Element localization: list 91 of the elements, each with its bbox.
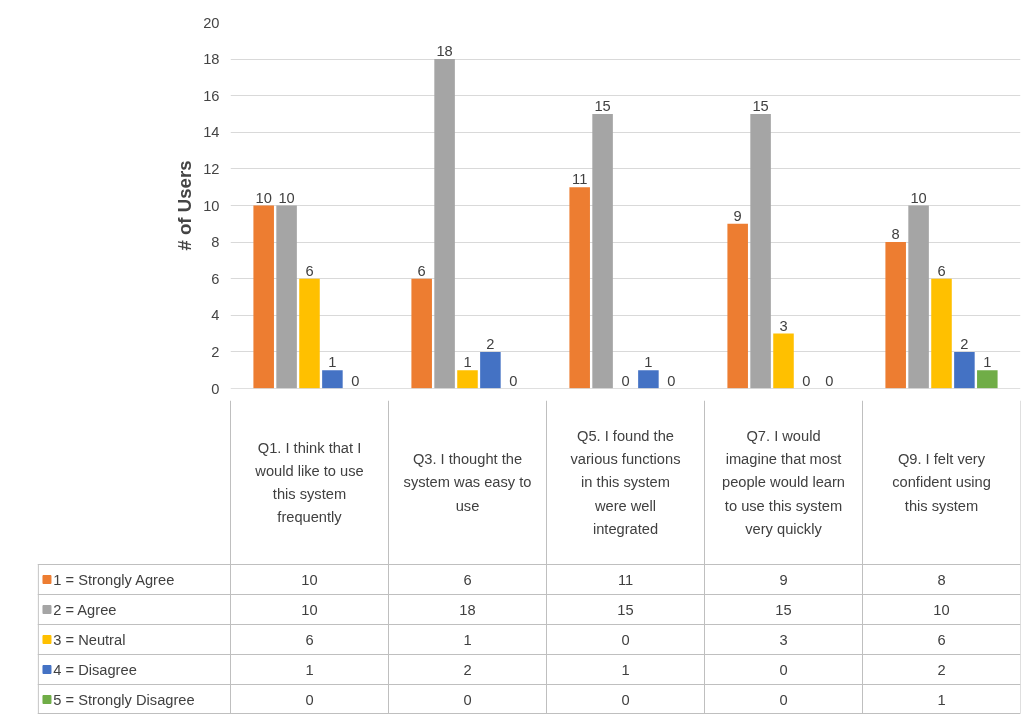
- text: 1: [644, 354, 653, 371]
- legend-label: 2 = Agree: [53, 601, 117, 618]
- text: 1: [463, 354, 472, 371]
- data-label: 6: [937, 631, 946, 648]
- text: 6: [937, 262, 946, 279]
- bar: [773, 333, 794, 389]
- data-label: 1: [937, 691, 946, 708]
- x-tick-label: Q1. I think that I would like to use this system frequently: [254, 439, 364, 526]
- data-label: 10: [301, 601, 318, 618]
- text: 6: [305, 262, 314, 279]
- data-label: 10: [301, 571, 318, 588]
- y-tick-label: 2: [211, 343, 220, 360]
- data-label: 15: [617, 601, 634, 618]
- y-tick-label: 14: [203, 124, 220, 141]
- y-tick-label: 0: [211, 380, 220, 397]
- data-label: 2: [463, 661, 472, 678]
- y-tick-label: 10: [203, 197, 220, 214]
- data-label: 10: [933, 601, 950, 618]
- bar: [638, 370, 659, 389]
- y-tick-label: 20: [203, 14, 220, 31]
- bar: [276, 205, 297, 389]
- y-axis-title: # of Users: [174, 160, 196, 251]
- text: 10: [255, 189, 272, 206]
- data-label: 18: [459, 601, 476, 618]
- text: 0: [802, 372, 811, 389]
- bar: [931, 278, 952, 389]
- data-label: 1: [621, 661, 630, 678]
- data-label: 9: [779, 571, 788, 588]
- text: 2: [960, 335, 969, 352]
- legend-label: 5 = Strongly Disagree: [53, 691, 195, 708]
- bar: [592, 114, 613, 389]
- data-label: 0: [621, 691, 630, 708]
- y-tick-label: 16: [203, 87, 220, 104]
- text: 3: [779, 317, 788, 334]
- y-tick-label: 12: [203, 160, 220, 177]
- text: 10: [278, 189, 295, 206]
- y-tick-label: 8: [211, 234, 220, 251]
- bar: [457, 370, 478, 389]
- text: 0: [825, 372, 834, 389]
- text: 15: [594, 98, 611, 114]
- text: 6: [417, 262, 426, 279]
- data-label: 1: [463, 631, 472, 648]
- text: 0: [667, 372, 676, 389]
- bar: [977, 370, 998, 389]
- data-label: 2: [937, 661, 946, 678]
- x-tick-label: Q5. I found the various functions in this system were well integrated: [570, 428, 681, 537]
- text: 1: [983, 354, 992, 371]
- legend-label: 3 = Neutral: [53, 631, 126, 648]
- text: 10: [910, 189, 927, 206]
- y-tick-label: 6: [211, 270, 220, 287]
- data-label: 0: [305, 691, 314, 708]
- bar: [569, 187, 590, 389]
- text: 8: [891, 226, 900, 243]
- legend-label: 1 = Strongly Agree: [53, 571, 175, 588]
- bar: [750, 114, 771, 389]
- data-label: 0: [779, 661, 788, 678]
- data-label: 0: [463, 691, 472, 708]
- data-label: 1: [305, 661, 314, 678]
- text: 9: [733, 207, 742, 224]
- text: 1: [328, 354, 337, 371]
- y-tick-label: 4: [211, 307, 220, 324]
- bar: [253, 205, 274, 389]
- bar: [411, 278, 432, 389]
- data-label: 6: [463, 571, 472, 588]
- legend-label: 4 = Disagree: [53, 661, 137, 678]
- bar: [480, 351, 501, 389]
- data-label: 8: [937, 571, 946, 588]
- data-label: 3: [779, 631, 788, 648]
- data-label: 0: [621, 631, 630, 648]
- text: 2: [486, 335, 495, 352]
- x-tick-label: Q3. I thought the system was easy to use: [403, 451, 532, 514]
- text: 0: [351, 372, 360, 389]
- text: 11: [572, 171, 588, 188]
- data-label: 11: [617, 571, 634, 588]
- data-label: 15: [775, 601, 792, 618]
- data-label: 0: [779, 691, 788, 708]
- bar: [299, 278, 320, 389]
- bar: [727, 223, 748, 389]
- text: 0: [621, 372, 630, 389]
- x-tick-label: Q7. I would imagine that most people would learn to use this system very quickly: [721, 428, 846, 537]
- bar: [954, 351, 975, 389]
- x-tick-label: Q9. I felt very confident using this system: [892, 451, 991, 514]
- bar: [885, 242, 906, 389]
- text: 0: [509, 372, 518, 389]
- bar: [908, 205, 929, 389]
- bar: [434, 59, 455, 389]
- text: 18: [436, 43, 453, 60]
- text: 15: [752, 98, 769, 114]
- data-label: 6: [305, 631, 314, 648]
- bar: [322, 370, 343, 389]
- y-tick-label: 18: [203, 51, 220, 68]
